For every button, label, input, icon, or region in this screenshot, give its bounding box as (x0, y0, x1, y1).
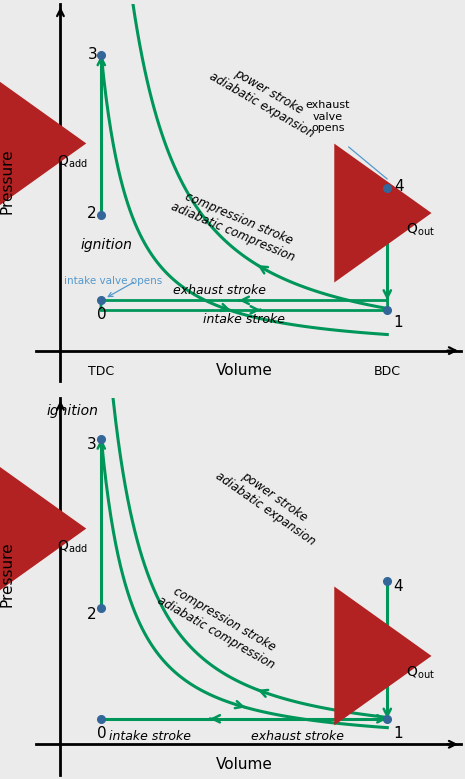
Text: exhaust stroke: exhaust stroke (251, 730, 344, 743)
Text: BDC: BDC (374, 365, 401, 378)
Text: power stroke
adiabatic expansion: power stroke adiabatic expansion (213, 457, 326, 548)
Text: compression stroke
adiabatic compression: compression stroke adiabatic compression (155, 580, 285, 671)
Text: 0: 0 (97, 307, 107, 322)
Text: 1: 1 (393, 726, 403, 741)
Text: intake stroke: intake stroke (203, 312, 286, 326)
Text: TDC: TDC (88, 365, 114, 378)
Text: Pressure: Pressure (0, 541, 15, 608)
Text: exhaust stroke: exhaust stroke (173, 284, 266, 297)
Text: ignition: ignition (81, 238, 133, 252)
Text: Q$_{\mathregular{add}}$: Q$_{\mathregular{add}}$ (57, 538, 87, 555)
Text: 3: 3 (87, 437, 97, 452)
Text: 2: 2 (87, 607, 97, 622)
Text: exhaust
valve
opens: exhaust valve opens (306, 100, 350, 133)
Text: Volume: Volume (216, 756, 273, 772)
Text: power stroke
adiabatic expansion: power stroke adiabatic expansion (207, 56, 324, 140)
Text: 1: 1 (393, 315, 403, 330)
Text: Q$_{\mathregular{out}}$: Q$_{\mathregular{out}}$ (405, 664, 434, 681)
Text: 2: 2 (87, 206, 97, 221)
Text: Pressure: Pressure (0, 148, 15, 213)
Text: 0: 0 (97, 726, 107, 741)
Text: intake stroke: intake stroke (109, 730, 191, 743)
Text: compression stroke
adiabatic compression: compression stroke adiabatic compression (169, 186, 302, 264)
Text: ignition: ignition (46, 404, 98, 418)
Text: 3: 3 (88, 47, 98, 62)
Text: 4: 4 (393, 579, 403, 594)
Text: Volume: Volume (216, 363, 273, 378)
Text: intake valve opens: intake valve opens (64, 277, 162, 287)
Text: Q$_{\mathregular{out}}$: Q$_{\mathregular{out}}$ (405, 221, 434, 238)
Text: 4: 4 (395, 179, 404, 194)
Text: Q$_{\mathregular{add}}$: Q$_{\mathregular{add}}$ (57, 153, 87, 170)
